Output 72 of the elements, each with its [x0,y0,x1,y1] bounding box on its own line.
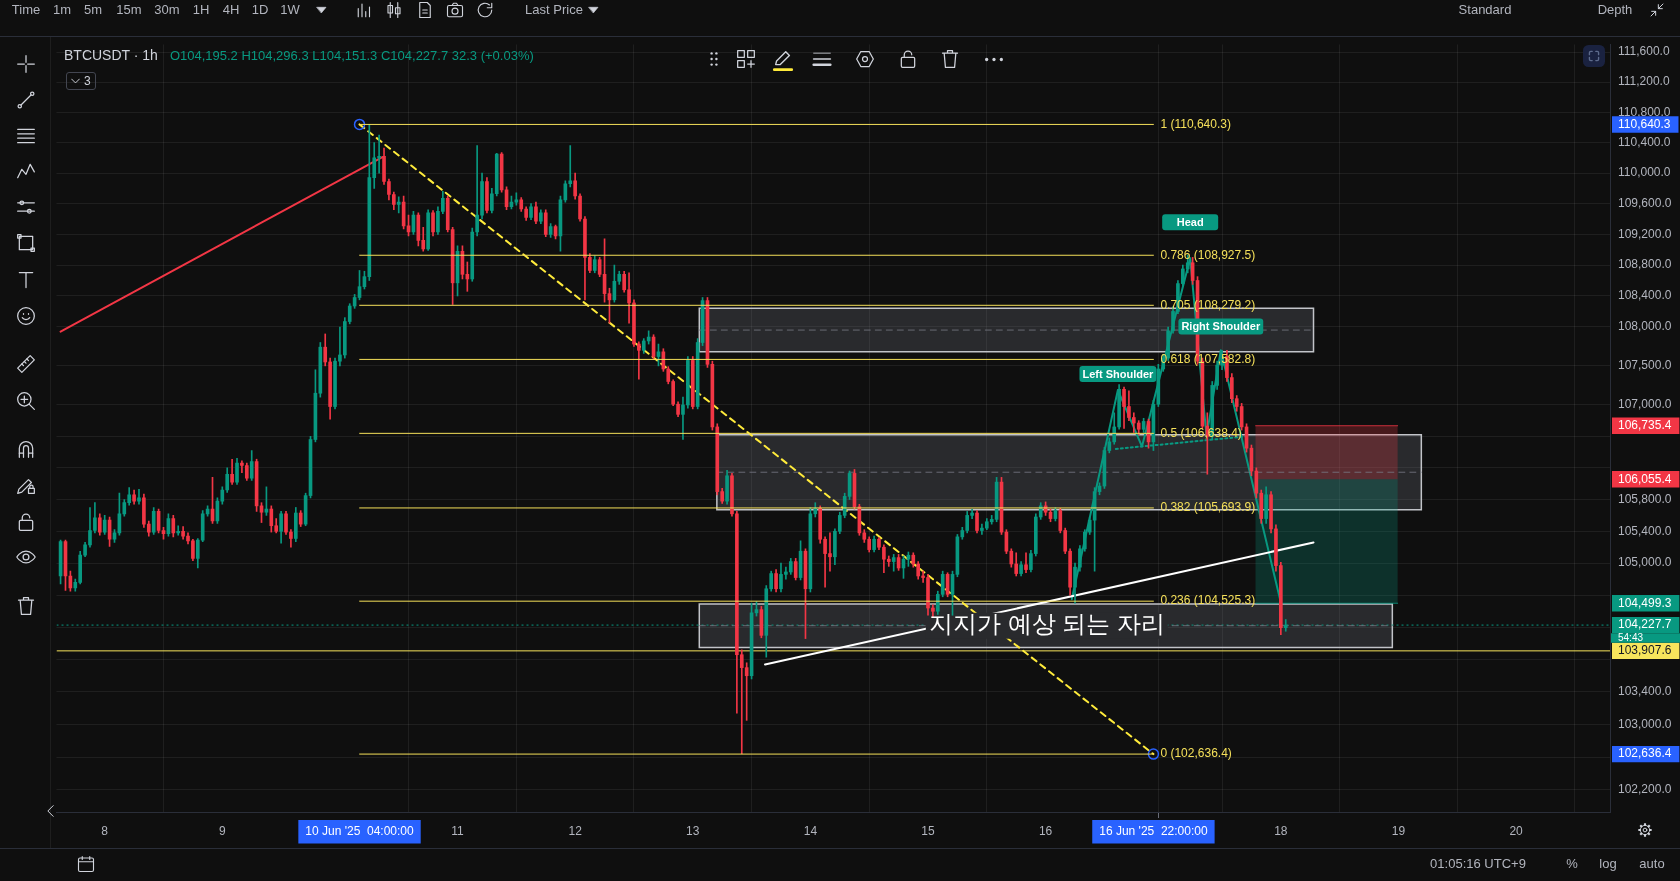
text: Last Price [525,2,583,18]
y-tick-label: 106,735.4 [1618,418,1672,433]
text: Depth [1597,2,1633,18]
y-tick-label: 102,200.0 [1618,782,1672,797]
text: 1H [192,2,210,18]
text: 1D [251,2,269,18]
text: 5m [83,2,103,18]
annotation: 3 [84,73,91,89]
x-tick-label: 11 [451,823,465,838]
y-tick-label: 105,000.0 [1618,555,1672,570]
candlestick [396,196,401,214]
y-tick-label: 109,600.0 [1618,195,1672,210]
y-tick-label: 107,000.0 [1618,397,1672,412]
y-tick-label: 111,200.0 [1618,74,1670,89]
x-tick-label: 20 [1509,823,1524,838]
y-tick-label: 103,000.0 [1618,716,1672,731]
y-tick-label: 104,227.7 [1618,617,1672,632]
chart-subtitle: O104,195.2 H104,296.3 L104,151.3 C104,227.7 32.3 (+0.03%) [169,48,534,63]
y-tick-label: 107,500.0 [1618,358,1672,373]
series-label: 0 (102,636.4) [1160,746,1232,761]
y-tick-label: 110,640.3 [1618,116,1671,131]
text: 15m [116,2,142,18]
text: Standard [1458,2,1512,18]
y-tick-label: 111,600.0 [1618,44,1670,59]
candlestick [475,145,479,237]
candlestick [637,341,641,380]
toggle-button: 3 [66,72,96,90]
text: 01:05:16 UTC+9 [1430,856,1526,872]
y-tick-label: 103,400.0 [1618,684,1672,699]
series-label: 0.786 (108,927.5) [1160,247,1256,262]
x-tick-label: 15 [921,823,935,838]
candlestick [377,134,381,174]
y-tick-label: 109,200.0 [1618,226,1672,241]
x-tick-label: 12 [568,823,583,838]
annotation: 지지가 예상 되는 자리 [928,610,1165,638]
x-tick-label: 19 [1391,823,1406,838]
candlestick [176,525,181,536]
text: % [1566,856,1578,872]
y-tick-label: 106,055.4 [1618,471,1672,486]
x-tick-label: 13 [686,823,700,838]
y-tick-label: 108,000.0 [1618,319,1672,334]
x-tick-label: 18 [1274,823,1288,838]
x-tick-label: 14 [803,823,818,838]
text: 54:43 [1618,632,1644,644]
text: 1m [52,2,72,18]
text: auto [1639,856,1665,872]
y-tick-label: 102,636.4 [1618,746,1672,761]
annotation: Head [1176,215,1204,228]
x-tick-label: 8 [101,823,109,838]
text: Time [11,2,41,18]
x-tick-label: 16 [1038,823,1053,838]
y-tick-label: 105,800.0 [1618,491,1672,506]
x-tick-label: 9 [218,823,226,838]
y-tick-label: 110,000.0 [1618,165,1671,180]
chart-title: BTCUSDT · 1h [64,47,158,63]
y-tick-label: 108,400.0 [1618,288,1672,303]
y-tick-label: 110,800.0 [1618,104,1671,119]
series-label: 1 (110,640.3) [1160,116,1231,131]
y-tick-label: 108,800.0 [1618,257,1672,272]
y-tick-label: 105,400.0 [1618,523,1672,538]
annotation: Right Shoulder [1181,319,1261,332]
annotation: Left Shoulder [1082,367,1155,380]
x-tick-label: 16 Jun '25 22:00:00 [1099,823,1208,838]
text: 30m [154,2,180,18]
candlestick [681,396,685,440]
x-tick-label: 10 Jun '25 04:00:00 [305,823,415,838]
text: log [1599,856,1617,872]
text: 1W [280,2,300,18]
y-tick-label: 104,499.3 [1618,595,1672,610]
y-tick-label: 103,907.6 [1618,643,1672,658]
text: 4H [222,2,240,18]
y-tick-label: 110,400.0 [1618,134,1671,149]
